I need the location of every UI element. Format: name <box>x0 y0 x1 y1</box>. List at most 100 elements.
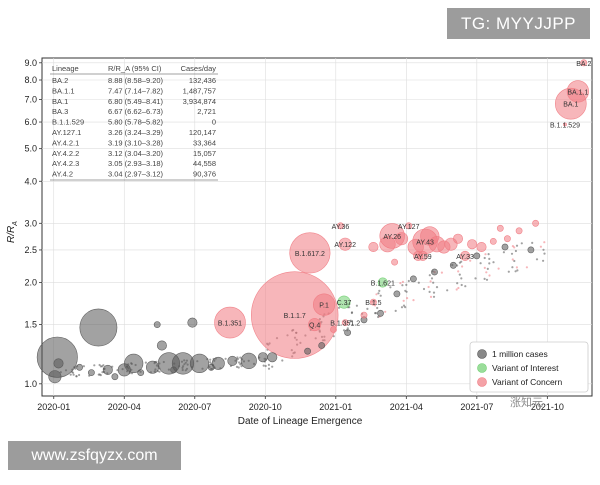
background-point <box>377 292 380 295</box>
data-point <box>53 358 64 369</box>
background-point <box>78 373 81 377</box>
background-point <box>377 315 380 319</box>
background-point <box>428 274 431 277</box>
tg-watermark: TG: MYYJJPP <box>447 8 590 39</box>
background-point <box>351 323 354 326</box>
legend-label: Variant of Interest <box>492 363 559 373</box>
background-point <box>417 281 420 284</box>
data-point <box>391 258 398 266</box>
table-cell: 6.80 (5.49–8.41) <box>108 97 164 106</box>
background-point <box>224 357 227 360</box>
background-point <box>239 356 242 359</box>
table-header-cell: Cases/day <box>181 64 217 73</box>
background-point <box>404 306 407 309</box>
data-point <box>393 290 401 298</box>
background-point <box>422 287 426 291</box>
data-point <box>476 242 487 253</box>
background-point <box>375 293 378 296</box>
background-point <box>412 299 415 302</box>
legend-label: Variant of Concern <box>492 377 563 387</box>
data-point <box>227 355 238 366</box>
data-point <box>102 364 113 375</box>
table-cell: 7.47 (7.14–7.82) <box>108 86 164 95</box>
background-point <box>101 371 104 374</box>
data-point <box>379 236 396 253</box>
background-point <box>485 271 488 274</box>
background-point <box>401 280 404 283</box>
legend-marker <box>477 349 487 359</box>
background-point <box>484 253 487 256</box>
table-cell: 44,558 <box>193 159 216 168</box>
background-point <box>543 252 546 255</box>
background-point <box>485 278 489 281</box>
data-point <box>527 246 535 254</box>
background-point <box>406 297 409 300</box>
background-point <box>515 244 519 247</box>
y-tick-label: 1.0 <box>24 379 37 389</box>
y-axis-label-sub: A <box>12 221 19 227</box>
background-point <box>99 365 102 368</box>
table-cell: 90,376 <box>193 170 216 179</box>
background-point <box>407 279 410 283</box>
background-point <box>486 267 489 270</box>
background-point <box>511 258 514 261</box>
background-point <box>542 259 545 262</box>
y-axis-ticks: 1.0 1.5 2.0 2.5 3.0 4.0 5.0 6.0 7.0 8.0 9.0 <box>24 58 42 389</box>
background-point <box>144 361 147 364</box>
background-point <box>401 284 404 287</box>
background-point <box>507 270 510 273</box>
data-point <box>413 250 424 261</box>
data-point-b-1-5 <box>369 298 377 306</box>
background-point <box>374 312 377 315</box>
background-point <box>281 359 284 362</box>
background-point <box>487 253 490 256</box>
background-point <box>531 241 534 244</box>
background-point <box>238 361 241 364</box>
table-cell: B.1.1.529 <box>52 118 84 127</box>
background-point <box>429 295 433 298</box>
url-watermark: www.zsfqyzx.com <box>8 441 181 470</box>
background-point <box>432 281 435 284</box>
background-point <box>474 277 477 280</box>
background-point <box>515 266 519 269</box>
background-point <box>405 283 408 286</box>
table-cell: 33,364 <box>193 138 216 147</box>
data-point-q-4 <box>308 318 322 332</box>
data-point <box>515 227 523 235</box>
table-cell: BA.2 <box>52 76 68 85</box>
background-point <box>404 289 407 292</box>
x-axis-label: Date of Lineage Emergence <box>238 416 363 427</box>
background-point <box>543 241 546 244</box>
data-point <box>360 311 368 319</box>
background-point <box>428 290 431 293</box>
background-point <box>262 364 265 367</box>
background-point <box>99 374 102 377</box>
point-label: P.1 <box>319 303 329 310</box>
table-cell: 120,147 <box>189 128 216 137</box>
table-cell: BA.3 <box>52 107 68 116</box>
point-label: B.1.351 <box>218 321 242 328</box>
legend-marker <box>477 377 487 387</box>
table-header-cell: Lineage <box>52 64 79 73</box>
table-cell: 3.19 (3.10–3.28) <box>108 138 164 147</box>
point-label: AY.43 <box>416 239 434 246</box>
data-point <box>88 369 95 376</box>
background-point <box>488 274 491 277</box>
data-point <box>467 239 478 250</box>
background-point <box>483 277 486 280</box>
background-point <box>483 256 486 260</box>
background-point <box>513 246 516 249</box>
data-point <box>156 340 167 351</box>
data-point <box>240 352 257 370</box>
background-point <box>240 365 243 368</box>
table-cell: 3.05 (2.93–3.18) <box>108 159 164 168</box>
background-point <box>427 285 430 289</box>
background-point <box>236 357 239 361</box>
background-point <box>464 285 467 288</box>
background-point <box>355 304 358 307</box>
data-point <box>267 352 278 363</box>
table-cell: 6.67 (6.62–6.73) <box>108 107 164 116</box>
x-axis-ticks: 2020-01 2020-04 2020-07 2020-10 2021-01 2021-… <box>37 396 564 412</box>
background-point <box>429 280 432 283</box>
